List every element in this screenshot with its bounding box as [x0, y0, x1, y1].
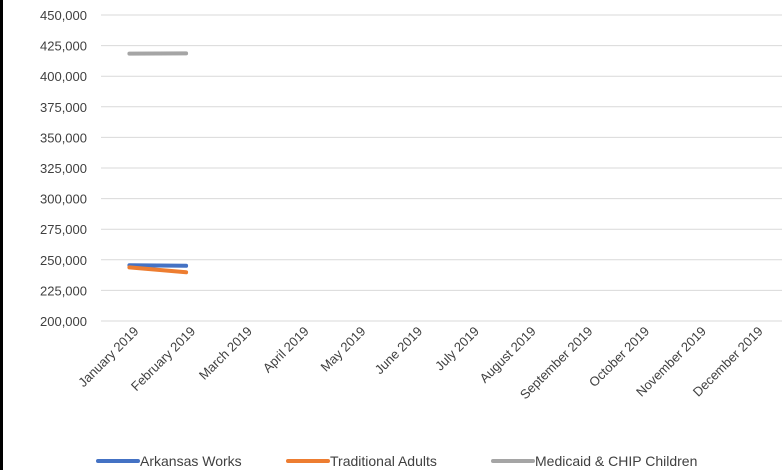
y-tick-label: 400,000	[40, 69, 87, 84]
y-tick-label: 250,000	[40, 253, 87, 268]
y-axis-tick-labels: 200,000 225,000 250,000 275,000 300,000 325,0…	[40, 8, 87, 329]
legend-label: Traditional Adults	[330, 453, 437, 469]
x-tick-label: July 2019	[432, 324, 482, 374]
legend: Arkansas Works Traditional Adults Medicaid…	[96, 453, 697, 469]
x-tick-label: August 2019	[477, 324, 539, 386]
x-tick-label: May 2019	[318, 324, 369, 375]
y-tick-label: 325,000	[40, 161, 87, 176]
y-tick-label: 225,000	[40, 283, 87, 298]
y-tick-label: 200,000	[40, 314, 87, 329]
legend-label: Medicaid & CHIP Children	[535, 453, 697, 469]
y-tick-label: 300,000	[40, 192, 87, 207]
y-tick-label: 375,000	[40, 100, 87, 115]
legend-label: Arkansas Works	[140, 453, 242, 469]
y-tick-label: 350,000	[40, 130, 87, 145]
y-tick-label: 275,000	[40, 222, 87, 237]
x-tick-label: March 2019	[196, 324, 255, 383]
series-line	[127, 265, 189, 275]
series-lines	[127, 51, 189, 275]
y-tick-label: 450,000	[40, 8, 87, 23]
y-tick-label: 425,000	[40, 39, 87, 54]
gridlines	[101, 14, 782, 322]
series-line	[127, 263, 189, 268]
chart-frame-left-border	[0, 0, 3, 470]
x-tick-label: April 2019	[260, 324, 312, 376]
x-tick-label: June 2019	[372, 324, 426, 378]
